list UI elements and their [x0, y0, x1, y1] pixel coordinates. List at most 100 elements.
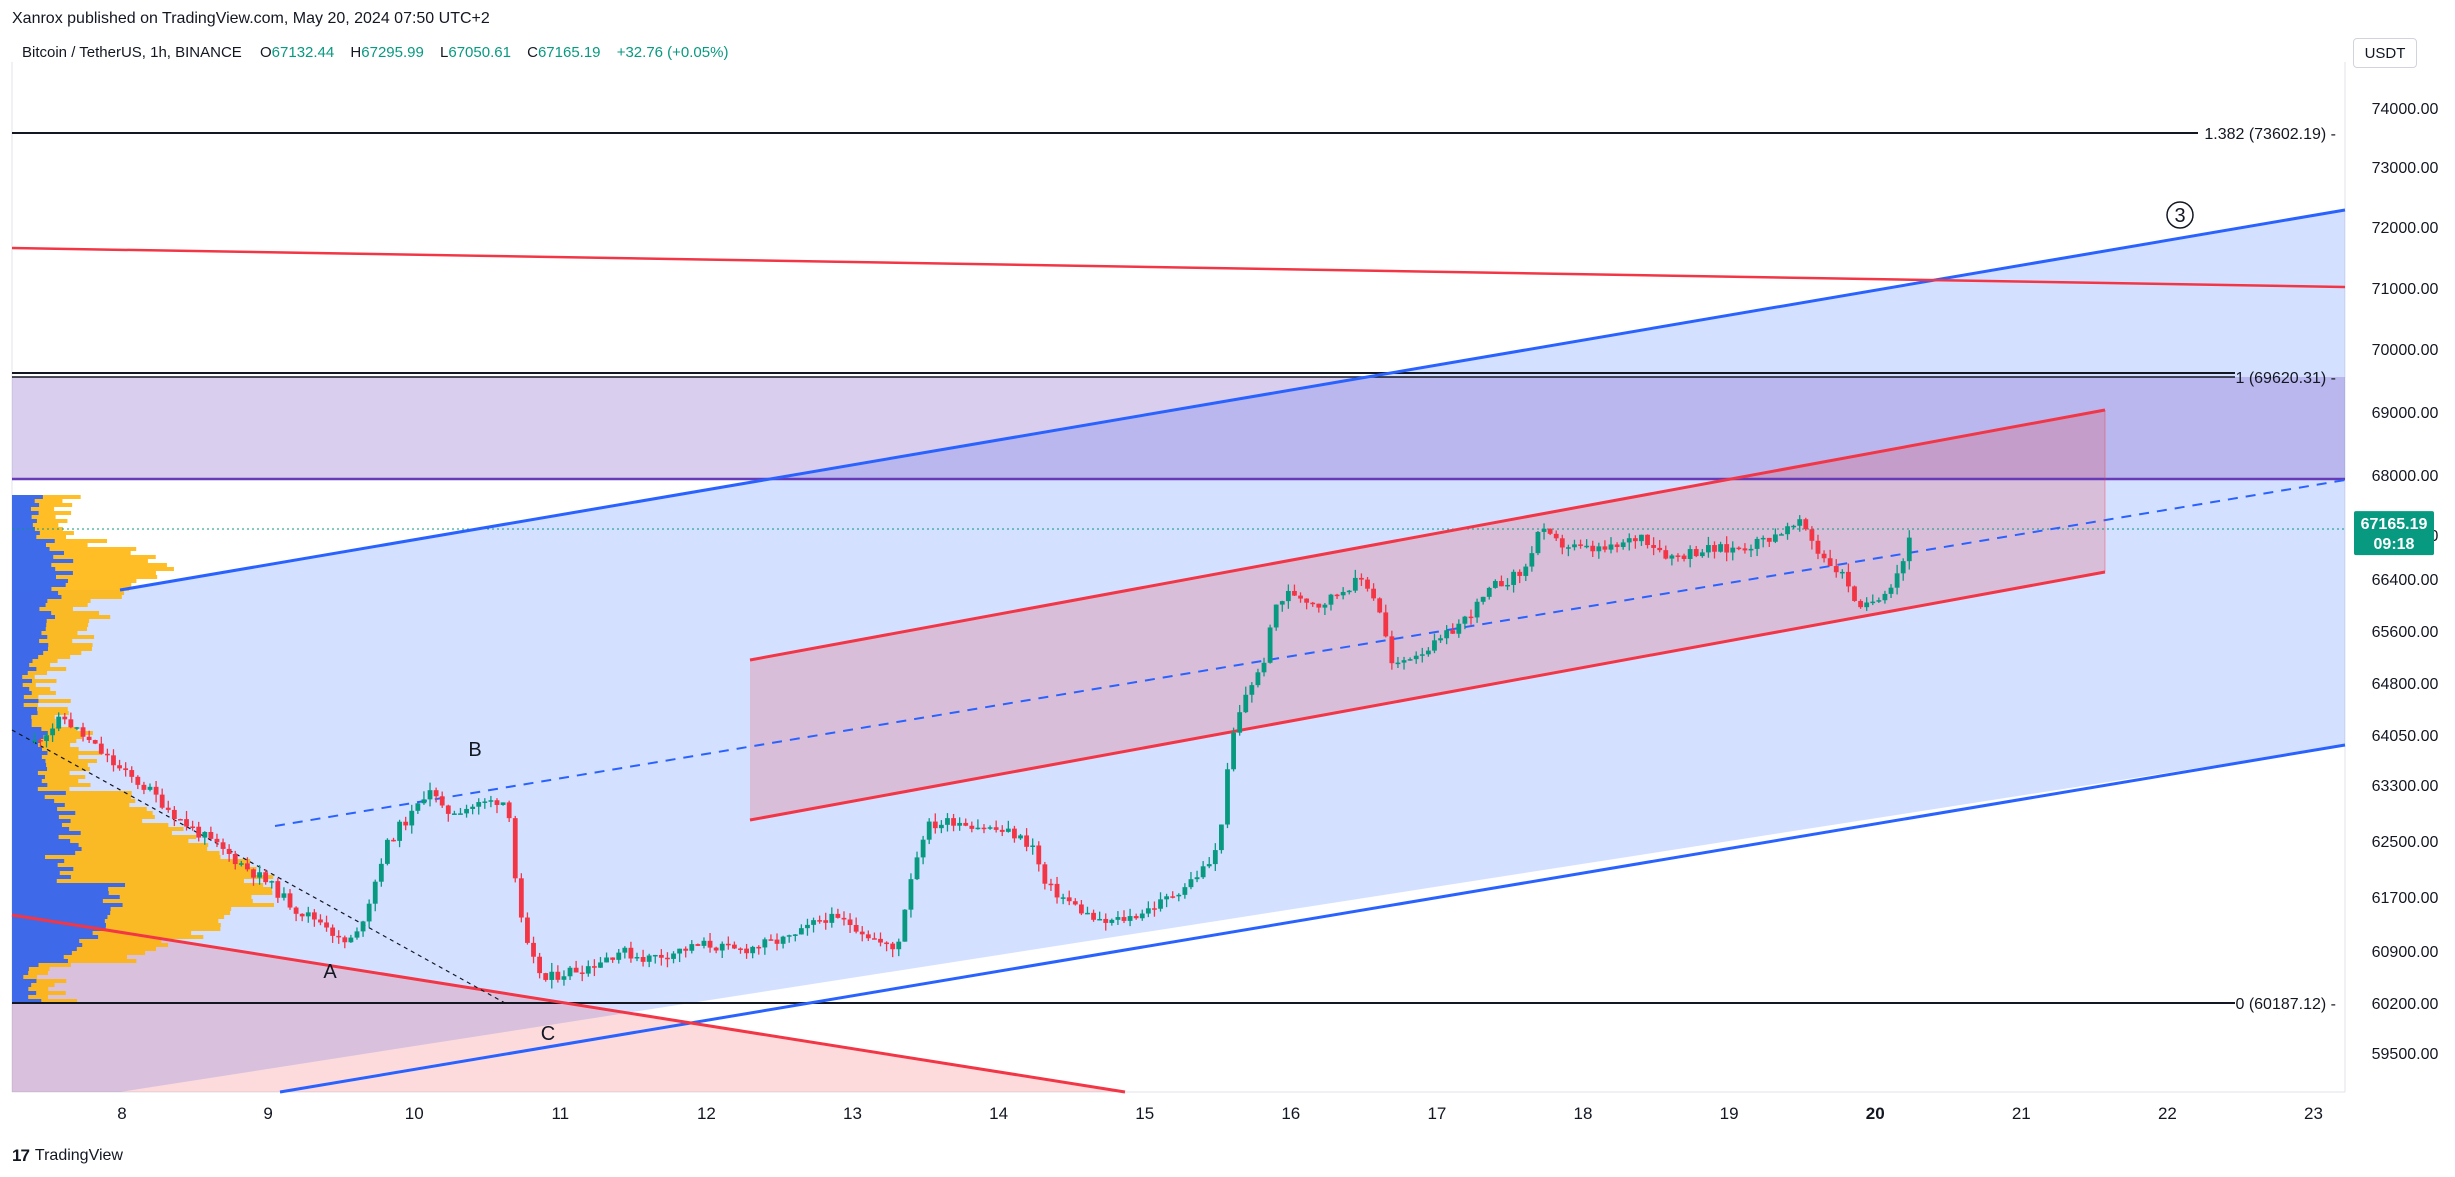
volume-profile-bar	[12, 763, 88, 767]
candle-body	[232, 853, 238, 865]
candle-body	[494, 800, 500, 805]
candle-body	[1298, 595, 1303, 599]
candle-body	[1559, 538, 1565, 548]
volume-profile-bar	[12, 647, 48, 651]
volume-profile-bar	[12, 695, 24, 699]
candle-body	[445, 805, 451, 814]
candle-body	[872, 938, 877, 940]
candle-body	[890, 943, 896, 950]
candle-body	[1139, 913, 1145, 919]
candle-body	[567, 967, 573, 977]
candle-body	[951, 818, 956, 826]
candle-body	[1565, 547, 1571, 549]
volume-profile-bar	[12, 835, 59, 839]
candle-body	[1785, 526, 1790, 535]
volume-profile-bar	[12, 723, 56, 727]
candle-body	[1249, 685, 1255, 695]
volume-profile-bar	[12, 815, 155, 819]
volume-profile-bar	[12, 675, 35, 679]
volume-profile-bar	[12, 855, 46, 859]
candle-body	[1760, 537, 1766, 540]
candle-body	[1261, 662, 1267, 673]
candle-body	[1413, 655, 1419, 660]
candle-body	[652, 954, 658, 957]
candle-body	[561, 976, 567, 980]
currency-selector[interactable]: USDT	[2353, 38, 2417, 68]
volume-profile-bar	[12, 995, 29, 999]
x-tick-label: 9	[263, 1104, 272, 1123]
candle-body	[622, 947, 628, 953]
volume-profile-bar	[12, 555, 156, 559]
volume-profile-bar	[12, 607, 73, 611]
volume-profile-bar	[12, 939, 80, 943]
volume-profile-bar	[12, 507, 31, 511]
candle-body	[1523, 566, 1529, 576]
volume-profile-bar	[12, 691, 32, 695]
candle-body	[1809, 529, 1815, 541]
volume-profile-bar	[12, 747, 79, 751]
volume-profile-bar	[12, 711, 38, 715]
volume-profile-bar	[12, 507, 55, 511]
volume-profile-bar	[12, 799, 136, 803]
volume-profile-bar	[12, 843, 209, 847]
volume-profile-bar	[12, 927, 221, 931]
candle-body	[433, 790, 439, 797]
candle-body	[999, 829, 1005, 832]
candle-body	[549, 971, 555, 980]
candle-body	[859, 931, 865, 935]
candle-body	[853, 925, 859, 932]
volume-profile-bar	[12, 843, 79, 847]
x-tick-label: 20	[1866, 1104, 1885, 1123]
candle-body	[50, 728, 56, 736]
candle-body	[525, 917, 530, 943]
candle-body	[1450, 630, 1456, 634]
candle-body	[1103, 918, 1109, 923]
volume-profile-bar	[12, 791, 66, 795]
candle-body	[555, 971, 561, 980]
candle-body	[598, 962, 603, 968]
candle-body	[1267, 627, 1273, 663]
candle-body	[311, 912, 317, 920]
candle-body	[98, 743, 104, 754]
y-tick-label: 66400.00	[2372, 572, 2439, 589]
candle-body	[1846, 571, 1851, 587]
volume-profile-bar	[12, 655, 39, 659]
brand-label: TradingView	[34, 1147, 123, 1164]
volume-profile-bar	[12, 559, 74, 563]
volume-profile-bar	[12, 547, 50, 551]
volume-profile-bar	[12, 819, 143, 823]
candle-body	[141, 784, 147, 790]
candle-body	[1699, 552, 1705, 557]
symbol-name[interactable]: Bitcoin / TetherUS, 1h, BINANCE	[22, 44, 242, 61]
volume-profile-bar	[12, 807, 58, 811]
candle-body	[1419, 654, 1425, 656]
candle-body	[275, 881, 281, 898]
volume-profile-bar	[12, 823, 62, 827]
candle-body	[1255, 672, 1261, 686]
candle-body	[1839, 571, 1845, 574]
volume-profile-bar	[12, 699, 71, 703]
volume-profile-bar	[12, 699, 39, 703]
candle-body	[1091, 912, 1096, 920]
candle-body	[1547, 528, 1553, 534]
candle-body	[1152, 908, 1157, 910]
candle-body	[1675, 555, 1681, 557]
candle-body	[470, 806, 476, 809]
candle-body	[945, 818, 950, 825]
volume-profile-bar	[12, 619, 90, 623]
candle-body	[1237, 712, 1243, 733]
volume-profile-bar	[12, 947, 77, 951]
volume-profile-bar	[12, 567, 174, 571]
candle-body	[1596, 546, 1602, 552]
volume-profile-bar	[12, 611, 52, 615]
volume-profile-bar	[12, 515, 56, 519]
purple-zone-fill	[12, 377, 2345, 479]
volume-profile-bar	[12, 723, 32, 727]
candle-body	[1377, 598, 1383, 613]
volume-profile-bar	[12, 783, 91, 787]
red-channel-fill	[750, 410, 2105, 820]
candle-body	[981, 827, 987, 830]
volume-profile-bar	[12, 719, 32, 723]
publish-info: Xanrox published on TradingView.com, May…	[12, 10, 490, 27]
